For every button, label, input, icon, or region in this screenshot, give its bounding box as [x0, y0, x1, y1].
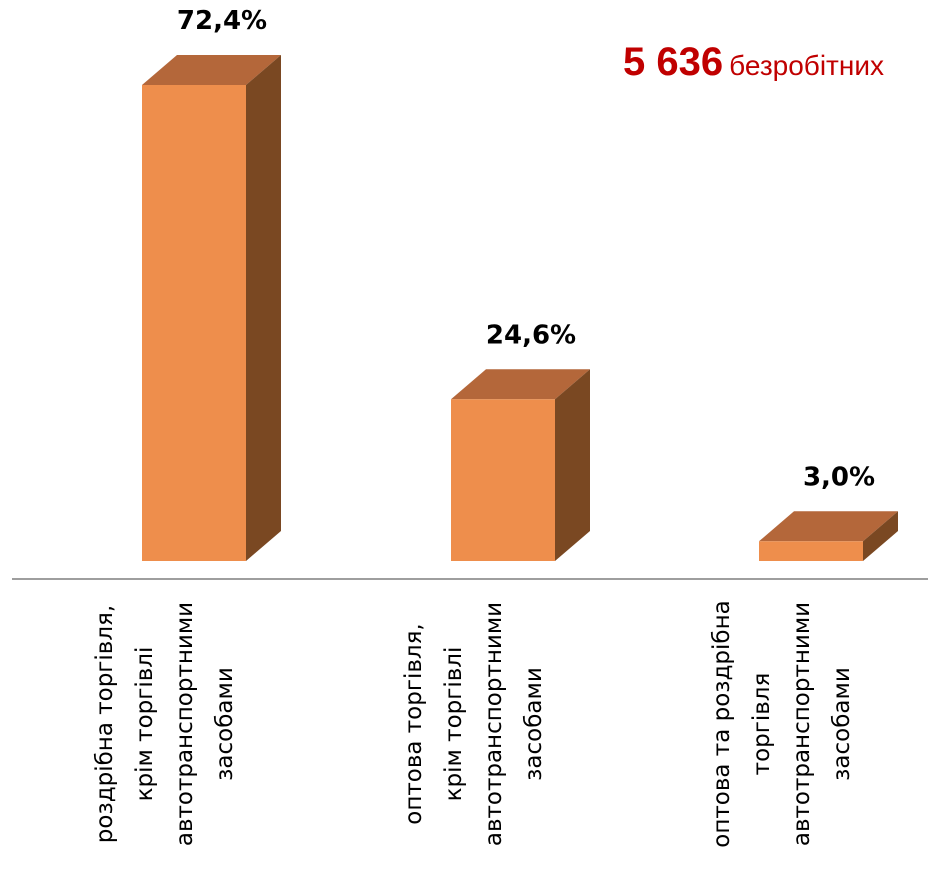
category-label-2: оптова торгівля, крім торгівлі автотранспо…	[401, 602, 547, 846]
bar-front-face	[759, 541, 863, 561]
category-label-line: засобами	[521, 667, 547, 781]
value-label-1: 72,4%	[177, 6, 267, 36]
category-label-line: оптова та роздрібна	[709, 600, 735, 847]
category-label-line: автотранспортними	[789, 602, 815, 846]
bar-side-face	[555, 369, 590, 561]
bar-top-face	[759, 511, 898, 542]
value-label-3: 3,0%	[803, 462, 875, 492]
category-label-line: крім торгівлі	[441, 647, 467, 802]
bar-front-face	[142, 85, 246, 561]
bar-front-face	[451, 399, 555, 561]
bar-side-face	[246, 55, 281, 561]
bar-3	[759, 511, 898, 561]
category-label-line: торгівля	[749, 673, 775, 776]
category-label-line: крім торгівлі	[132, 647, 158, 802]
total-unemployed-headline: 5 636 безробітних	[623, 40, 884, 85]
bar-2	[451, 369, 590, 561]
bar-top-face	[142, 55, 281, 85]
category-label-1: роздрібна торгівля, крім торгівлі автотран…	[92, 602, 238, 846]
bars-layer: 72,4% 24,6% 3,0%	[142, 6, 898, 561]
total-unemployed-number: 5 636	[623, 40, 724, 84]
category-label-line: автотранспортними	[172, 602, 198, 846]
bar-1	[142, 55, 281, 561]
bar-top-face	[451, 369, 590, 400]
category-label-3: оптова та роздрібна торгівля автотранспорт…	[709, 600, 855, 847]
value-label-2: 24,6%	[486, 320, 576, 350]
category-label-line: засобами	[829, 667, 855, 781]
total-unemployed-label: безробітних	[729, 50, 884, 81]
category-labels-layer: роздрібна торгівля, крім торгівлі автотран…	[92, 600, 855, 847]
category-label-line: автотранспортними	[481, 602, 507, 846]
bar-side-face	[863, 511, 898, 561]
category-label-line: оптова торгівля,	[401, 623, 427, 825]
category-label-line: роздрібна торгівля,	[92, 605, 118, 843]
category-label-line: засобами	[212, 667, 238, 781]
